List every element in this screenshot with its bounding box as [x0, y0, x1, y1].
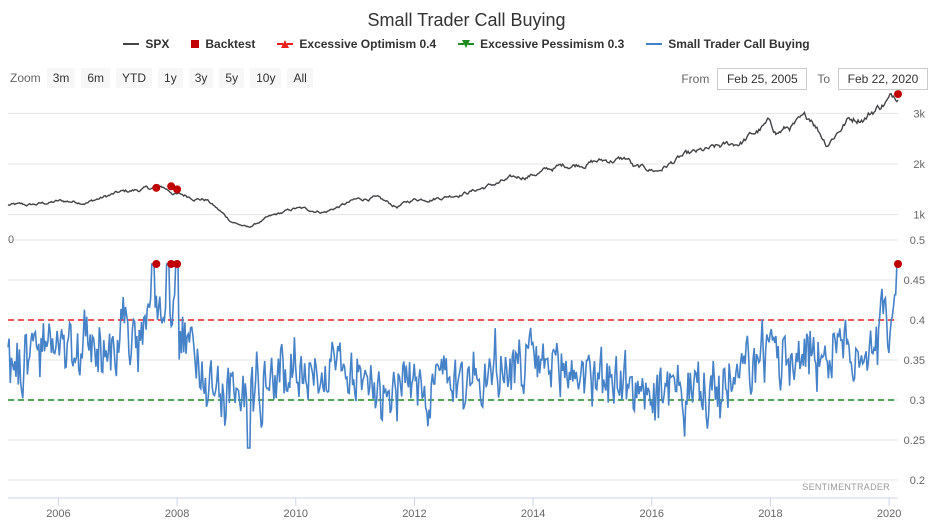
- x-axis-tick-label: 2014: [521, 508, 545, 520]
- legend-item-spx[interactable]: SPX: [123, 37, 169, 51]
- line-marker-icon: [646, 39, 663, 49]
- x-axis-tick-label: 2012: [402, 508, 426, 520]
- x-axis-tick-label: 2018: [758, 508, 782, 520]
- stcb-y-tick-label: 0.4: [910, 315, 925, 327]
- spx-y-tick-label: 1k: [913, 210, 925, 222]
- zoom-toolbar: Zoom 3m 6m YTD 1y 3y 5y 10y All: [10, 68, 319, 88]
- stcb-y-tick-label: 0.5: [910, 235, 925, 247]
- zoom-button-3m[interactable]: 3m: [46, 68, 76, 88]
- legend-item-backtest[interactable]: Backtest: [191, 37, 255, 51]
- legend-item-excessive-optimism-0-4[interactable]: Excessive Optimism 0.4: [277, 37, 436, 51]
- legend-label: Excessive Pessimism 0.3: [480, 37, 625, 51]
- square-marker-icon: [191, 40, 200, 48]
- zoom-button-3y[interactable]: 3y: [188, 68, 214, 88]
- spx-backtest-marker: [167, 182, 176, 191]
- stcb-backtest-marker: [894, 260, 902, 268]
- zoom-label: Zoom: [10, 71, 41, 85]
- zoom-button-1y[interactable]: 1y: [158, 68, 183, 88]
- spx-backtest-marker: [152, 183, 161, 192]
- x-axis-tick-label: 2016: [640, 508, 664, 520]
- zoom-button-10y[interactable]: 10y: [250, 68, 282, 88]
- x-axis-tick-label: 2010: [284, 508, 308, 520]
- legend-item-excessive-pessimism-0-3[interactable]: Excessive Pessimism 0.3: [458, 37, 624, 51]
- zoom-button-5y[interactable]: 5y: [219, 68, 245, 88]
- x-axis-tick-label: 2008: [165, 508, 189, 520]
- legend-label: Excessive Optimism 0.4: [299, 37, 437, 51]
- stcb-y-tick-label: 0.3: [910, 395, 925, 407]
- stcb-backtest-marker: [173, 260, 182, 268]
- stcb-y-tick-label: 0.25: [904, 435, 925, 447]
- spx-backtest-marker: [894, 90, 902, 99]
- triangle-up-icon: [277, 39, 294, 49]
- legend: SPX Backtest Excessive Optimism 0.4 Excessi…: [0, 37, 933, 51]
- zoom-button-6m[interactable]: 6m: [81, 68, 111, 88]
- legend-item-small-trader-call-buying[interactable]: Small Trader Call Buying: [646, 37, 810, 51]
- date-range-selector: From Feb 25, 2005 To Feb 22, 2020: [681, 68, 928, 90]
- zoom-button-ytd[interactable]: YTD: [116, 68, 153, 88]
- spx-y-tick-label: 3k: [913, 108, 925, 120]
- pane-zero-label: 0: [8, 234, 14, 246]
- stcb-y-tick-label: 0.2: [910, 475, 925, 487]
- chart-title: Small Trader Call Buying: [367, 10, 566, 30]
- from-date-input[interactable]: Feb 25, 2005: [717, 68, 808, 90]
- triangle-down-icon: [458, 39, 475, 49]
- stcb-backtest-marker: [167, 260, 176, 268]
- to-label: To: [817, 72, 830, 86]
- stcb-y-tick-label: 0.35: [904, 355, 925, 367]
- legend-label: Small Trader Call Buying: [668, 37, 810, 51]
- to-date-input[interactable]: Feb 22, 2020: [838, 68, 928, 90]
- line-marker-icon: [123, 39, 140, 49]
- stcb-backtest-marker: [152, 260, 161, 268]
- spx-y-tick-label: 2k: [913, 159, 925, 171]
- legend-label: Backtest: [205, 37, 256, 51]
- small-trader-series-line: [7, 263, 898, 449]
- zoom-button-all[interactable]: All: [287, 68, 313, 88]
- x-axis-tick-label: 2020: [877, 508, 901, 520]
- spx-backtest-marker: [173, 185, 182, 194]
- legend-label: SPX: [145, 37, 170, 51]
- x-axis-tick-label: 2006: [46, 508, 70, 520]
- stcb-y-tick-label: 0.45: [904, 275, 925, 287]
- watermark-credit: SENTIMENTRADER: [802, 482, 890, 492]
- from-label: From: [681, 72, 710, 86]
